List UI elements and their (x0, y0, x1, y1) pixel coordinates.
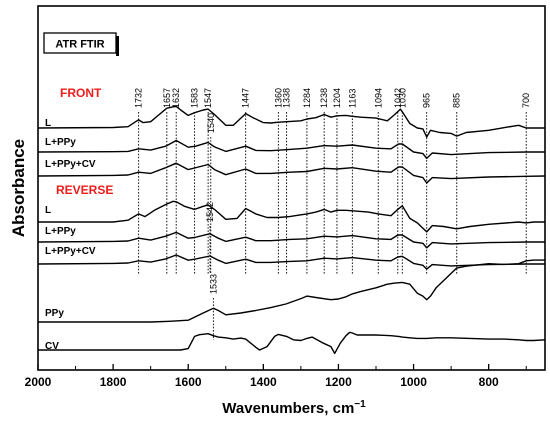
peak-guide-lines (138, 112, 527, 340)
peak-label: 1094 (373, 88, 383, 108)
peak-label: 1163 (347, 89, 357, 108)
spectrum-line (37, 254, 545, 270)
series-label: L (45, 118, 51, 129)
front-label: FRONT (60, 86, 102, 100)
spectra-group (37, 105, 546, 355)
legend-box-shadow (116, 36, 119, 56)
x-tick-label: 1200 (325, 375, 352, 389)
peak-label: 1732 (134, 88, 144, 108)
series-label: L+PPy (45, 137, 76, 148)
peak-label: 885 (452, 93, 462, 108)
series-label: PPy (45, 308, 64, 319)
y-axis-label: Absorbance (9, 139, 28, 237)
x-tick-label: 800 (479, 375, 499, 389)
x-tick-label: 1400 (250, 375, 277, 389)
x-tick-label: 2000 (25, 375, 52, 389)
peak-label: 1360 (273, 88, 283, 108)
spectrum-line (37, 231, 545, 249)
x-axis-label: Wavenumbers, cm−1 (222, 399, 366, 417)
peak-label: 1447 (241, 88, 251, 108)
spectrum-line (37, 105, 545, 138)
x-tick-label: 1800 (100, 375, 127, 389)
peak-label: 1238 (319, 88, 329, 108)
x-axis-label-text: Wavenumbers, cm (222, 400, 354, 417)
peak-label: 965 (422, 93, 432, 108)
peak-label: 1657 (162, 88, 172, 108)
series-label: L+PPy (45, 226, 76, 237)
x-axis: 2000 1800 1600 1400 1200 1000 800 (25, 364, 527, 389)
peak-label: 1547 (203, 88, 213, 108)
spectrum-line (38, 331, 546, 355)
peak-label: 1030 (397, 88, 407, 108)
series-label: L+PPy+CV (45, 159, 96, 170)
spectrum-line (37, 162, 546, 184)
peak-label: 1632 (171, 88, 181, 108)
peak-label: 1540 (206, 113, 216, 133)
peak-label: 700 (521, 93, 531, 108)
series-labels: L L+PPy L+PPy+CV L L+PPy L+PPy+CV PPy CV (45, 118, 96, 352)
spectrum-line (38, 200, 545, 233)
peak-label: 1583 (190, 88, 200, 108)
series-label: L (45, 205, 51, 216)
legend-box-label: ATR FTIR (55, 39, 104, 51)
spectrum-line (37, 139, 545, 160)
peak-label: 1338 (282, 88, 292, 108)
x-tick-label: 1600 (175, 375, 202, 389)
series-label: L+PPy+CV (45, 246, 96, 257)
plot-frame (37, 5, 546, 371)
legend-box: ATR FTIR (43, 32, 119, 56)
peak-label: 1542 (205, 202, 215, 222)
peak-label: 1284 (302, 88, 312, 108)
series-label: CV (45, 341, 59, 352)
peak-label: 1042 (393, 88, 403, 108)
spectrum-line (38, 259, 545, 323)
reverse-label: REVERSE (56, 183, 113, 197)
peak-label: 1533 (208, 274, 218, 294)
x-tick-label: 1000 (400, 375, 427, 389)
peak-label: 1204 (332, 88, 342, 108)
x-axis-label-unit-exponent: −1 (354, 399, 366, 410)
